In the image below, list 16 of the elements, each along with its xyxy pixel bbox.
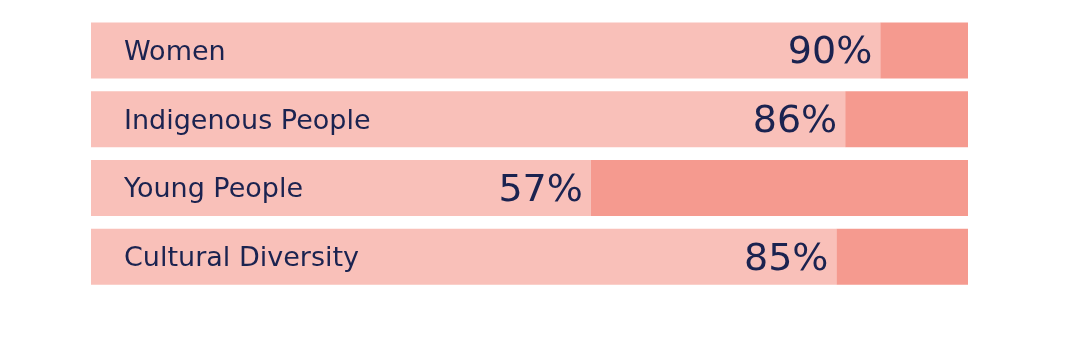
bar [91,22,881,79]
bar [845,91,968,148]
bar [590,159,968,216]
bar [91,159,591,216]
y-tick-label: Cultural Diversity [124,241,360,273]
bar [91,91,846,148]
data-label: 57% [498,165,583,210]
bar [836,228,968,285]
y-tick-label: Indigenous People [124,103,371,135]
data-label: 90% [787,28,873,73]
data-label: 86% [752,97,838,142]
y-tick-label: Young People [123,172,304,204]
bar [91,228,837,285]
bar [880,22,968,79]
y-tick-label: Women [124,34,226,66]
data-label: 85% [743,234,829,279]
